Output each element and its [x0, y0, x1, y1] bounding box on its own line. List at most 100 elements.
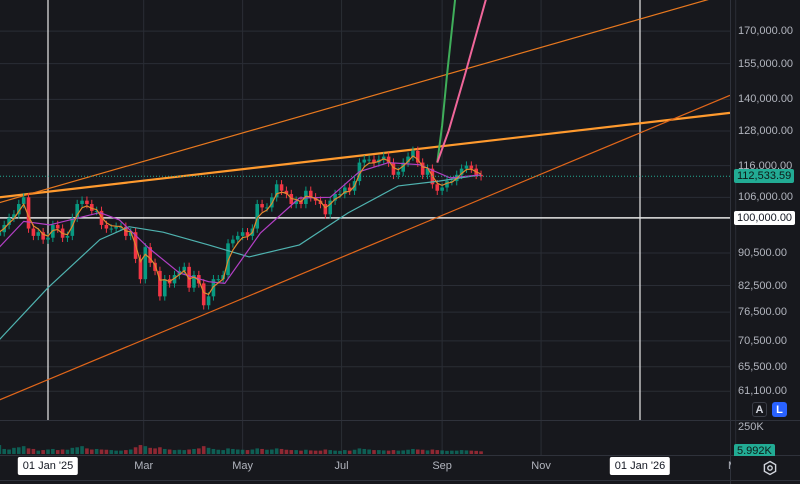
- time-tick-label: Mar: [134, 460, 154, 472]
- volume-bar: [143, 446, 148, 454]
- price-tick-label: 128,000.00: [738, 124, 794, 137]
- candle: [338, 194, 342, 196]
- candle: [386, 156, 391, 163]
- price-tick-label: 65,500.00: [738, 360, 787, 373]
- candle: [440, 187, 444, 191]
- projection-curve[interactable]: [436, 0, 457, 163]
- volume-bar: [352, 449, 357, 454]
- moving-average-line[interactable]: [0, 174, 482, 340]
- volume-scale-label: 250K: [738, 421, 764, 433]
- candle: [425, 168, 430, 175]
- volume-bar: [153, 448, 157, 454]
- volume-bar: [411, 448, 415, 454]
- volume-bar: [12, 447, 16, 454]
- volume-bar: [328, 450, 333, 454]
- candle: [148, 247, 152, 263]
- volume-bar: [270, 449, 274, 454]
- time-tick-label: 01 Jan '25: [17, 457, 79, 475]
- volume-bar: [304, 449, 308, 454]
- candle: [260, 204, 264, 208]
- volume-bar: [381, 450, 386, 454]
- projection-curve[interactable]: [436, 0, 487, 163]
- candle: [192, 275, 196, 288]
- trendline[interactable]: [0, 111, 730, 199]
- candle: [459, 168, 464, 175]
- time-tick-label: May: [232, 460, 254, 472]
- volume-bar: [119, 450, 123, 454]
- volume-bar: [308, 450, 313, 454]
- gear-icon: [763, 460, 777, 476]
- plot-area: [0, 0, 730, 420]
- volume-bar: [454, 450, 459, 454]
- candle: [381, 156, 386, 160]
- volume-bar: [21, 446, 26, 454]
- volume-bar: [279, 448, 284, 454]
- candle: [255, 204, 260, 229]
- volume-bar: [299, 450, 303, 454]
- trendline[interactable]: [0, 0, 730, 204]
- volume-bar: [245, 450, 250, 454]
- price-tick-label: 70,500.00: [738, 334, 787, 347]
- volume-bar: [265, 449, 269, 454]
- volume-bar: [221, 450, 225, 454]
- volume-bar: [367, 449, 371, 454]
- candle: [347, 187, 352, 191]
- candle: [94, 210, 99, 212]
- moving-average-line[interactable]: [0, 161, 482, 285]
- volume-bar: [0, 445, 2, 454]
- moving-average-line[interactable]: [0, 155, 482, 296]
- volume-bar: [479, 451, 483, 454]
- volume-bar: [206, 447, 211, 454]
- time-axis-mask: [731, 456, 800, 480]
- price-tick-label: 140,000.00: [738, 93, 794, 106]
- horizontal-line-price-badge: 100,000.00: [734, 210, 796, 225]
- auto-scale-button[interactable]: A: [752, 402, 767, 417]
- volume-bar: [162, 448, 167, 454]
- volume-bar: [192, 448, 196, 454]
- price-tick-label: 90,500.00: [738, 246, 787, 259]
- volume-bar: [226, 448, 230, 454]
- candle: [128, 232, 133, 236]
- candle: [435, 184, 440, 191]
- candle: [216, 279, 221, 281]
- candle: [138, 258, 143, 280]
- volume-bar: [128, 449, 133, 454]
- candle: [153, 262, 157, 271]
- candle: [415, 150, 420, 163]
- candle: [75, 204, 79, 218]
- volume-bar: [85, 448, 89, 454]
- candle: [231, 239, 235, 244]
- volume-bar: [148, 447, 152, 454]
- candle: [85, 200, 89, 205]
- candle: [36, 232, 41, 236]
- candle: [26, 197, 31, 229]
- volume-bar: [197, 448, 201, 454]
- candle: [80, 200, 84, 205]
- volume-bar: [2, 448, 7, 454]
- candle: [294, 200, 298, 205]
- settings-button[interactable]: [762, 460, 778, 476]
- volume-bar: [94, 448, 99, 454]
- volume-bar: [450, 450, 454, 454]
- candle: [240, 232, 245, 236]
- volume-bar: [474, 450, 478, 454]
- volume-bar: [260, 448, 264, 454]
- candle: [235, 235, 240, 240]
- volume-bar: [255, 448, 260, 454]
- log-scale-button[interactable]: L: [772, 402, 787, 417]
- volume-bar: [347, 450, 352, 454]
- volume-bar: [26, 448, 31, 454]
- trendline[interactable]: [0, 94, 730, 401]
- candle: [274, 184, 279, 198]
- volume-bar: [65, 449, 70, 454]
- volume-bar: [396, 450, 401, 454]
- candle: [41, 232, 45, 240]
- candle: [143, 247, 148, 280]
- volume-bar: [80, 446, 84, 454]
- candle: [328, 200, 333, 215]
- volume-bar: [435, 450, 440, 454]
- candle: [396, 171, 401, 175]
- candle: [7, 217, 11, 225]
- price-tick-label: 76,500.00: [738, 306, 787, 319]
